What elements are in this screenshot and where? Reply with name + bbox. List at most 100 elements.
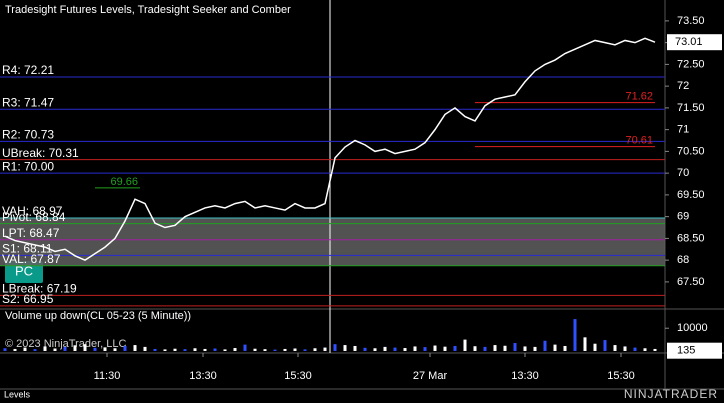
y-tick-label: 70 xyxy=(677,167,689,179)
logo: NINJATRADER xyxy=(624,387,718,401)
pc-button[interactable] xyxy=(5,261,43,283)
volume-bar xyxy=(603,340,607,351)
volume-bar xyxy=(613,345,617,351)
volume-bar xyxy=(403,348,407,351)
volume-y-tick-label: 10000 xyxy=(677,322,708,334)
level-label: VAH: 68.97 xyxy=(2,204,63,218)
last-volume-box xyxy=(667,342,722,359)
level-label: LPT: 68.47 xyxy=(2,226,60,240)
volume-bar xyxy=(103,347,107,351)
volume-bar xyxy=(133,345,137,351)
volume-bar xyxy=(13,348,17,351)
volume-bar xyxy=(643,348,647,351)
volume-bar xyxy=(263,349,267,351)
level-label: R3: 71.47 xyxy=(2,95,54,109)
volume-bar xyxy=(53,348,57,351)
volume-bar xyxy=(653,348,657,351)
volume-bar xyxy=(363,347,367,351)
volume-bar xyxy=(243,344,247,351)
volume-bar xyxy=(563,345,567,351)
volume-bar xyxy=(323,347,327,351)
volume-bar xyxy=(543,340,547,351)
volume-bar xyxy=(633,347,637,351)
volume-bar xyxy=(483,346,487,351)
last-price-box xyxy=(667,34,722,51)
y-tick-label: 68 xyxy=(677,254,689,266)
volume-bar xyxy=(343,345,347,351)
level-label: R4: 72.21 xyxy=(2,63,54,77)
volume-bar xyxy=(353,345,357,351)
level-label: UBreak: 70.31 xyxy=(2,146,79,160)
volume-bar xyxy=(463,339,467,351)
volume-bar xyxy=(23,347,27,351)
volume-title: Volume up down(CL 05-23 (5 Minute)) xyxy=(5,310,191,322)
volume-bar xyxy=(83,344,87,351)
volume-bar xyxy=(433,345,437,351)
volume-bar xyxy=(383,346,387,351)
level-label: S1: 68.11 xyxy=(2,242,53,256)
annotation-label: 69.66 xyxy=(110,176,138,188)
y-tick-label: 69 xyxy=(677,211,689,223)
pc-button-label[interactable]: PC xyxy=(15,263,33,278)
volume-bar xyxy=(293,348,297,351)
volume-bar xyxy=(393,347,397,351)
value-area xyxy=(0,217,665,266)
volume-bar xyxy=(413,346,417,351)
y-tick-label: 72 xyxy=(677,80,689,92)
volume-bar xyxy=(373,348,377,351)
y-tick-label: 68.50 xyxy=(677,232,705,244)
volume-bar xyxy=(163,349,167,351)
volume-bar xyxy=(213,348,217,351)
y-tick-label: 73.50 xyxy=(677,15,705,27)
volume-bar xyxy=(453,345,457,351)
chart-title: Tradesight Futures Levels, Tradesight Se… xyxy=(5,4,291,16)
volume-bar xyxy=(183,349,187,351)
price-line xyxy=(4,37,656,261)
volume-bar xyxy=(623,346,627,351)
volume-bar xyxy=(143,346,147,351)
volume-bar xyxy=(203,348,207,351)
volume-bar xyxy=(313,348,317,351)
volume-bar xyxy=(233,348,237,351)
volume-bar xyxy=(593,343,597,351)
volume-bar xyxy=(493,345,497,351)
x-tick-label: 15:30 xyxy=(284,370,312,382)
volume-bar xyxy=(283,348,287,351)
tab-label: Levels xyxy=(4,389,31,399)
x-tick-label: 15:30 xyxy=(607,370,635,382)
volume-bar xyxy=(423,347,427,351)
level-label: R2: 70.73 xyxy=(2,128,54,142)
volume-bar xyxy=(113,348,117,351)
volume-bar xyxy=(513,343,517,351)
volume-bar xyxy=(153,348,157,351)
level-label: S2: 66.95 xyxy=(2,292,54,306)
x-tick-label: 13:30 xyxy=(189,370,217,382)
y-tick-label: 70.50 xyxy=(677,145,705,157)
volume-bar xyxy=(583,337,587,351)
volume-bar xyxy=(573,319,577,351)
last-volume-label: 135 xyxy=(677,345,695,357)
volume-bar xyxy=(73,345,77,351)
y-tick-label: 71.50 xyxy=(677,102,705,114)
annotation-label: 70.61 xyxy=(625,135,653,147)
level-label: VAL: 67.87 xyxy=(2,252,61,266)
volume-bar xyxy=(253,348,257,351)
volume-bar xyxy=(93,347,97,351)
volume-bar xyxy=(533,346,537,351)
volume-bar xyxy=(173,348,177,351)
x-tick-label: 13:30 xyxy=(511,370,539,382)
x-tick-label: 27 Mar xyxy=(413,370,448,382)
y-tick-label: 72.50 xyxy=(677,58,705,70)
volume-bar xyxy=(523,346,527,351)
volume-bar xyxy=(33,349,37,351)
volume-bar xyxy=(63,346,67,351)
annotation-label: 71.62 xyxy=(625,91,653,103)
y-tick-label: 71 xyxy=(677,124,689,136)
volume-bar xyxy=(123,345,127,351)
y-tick-label: 67.50 xyxy=(677,276,705,288)
last-price-label: 73.01 xyxy=(675,36,703,48)
volume-bar xyxy=(503,345,507,351)
